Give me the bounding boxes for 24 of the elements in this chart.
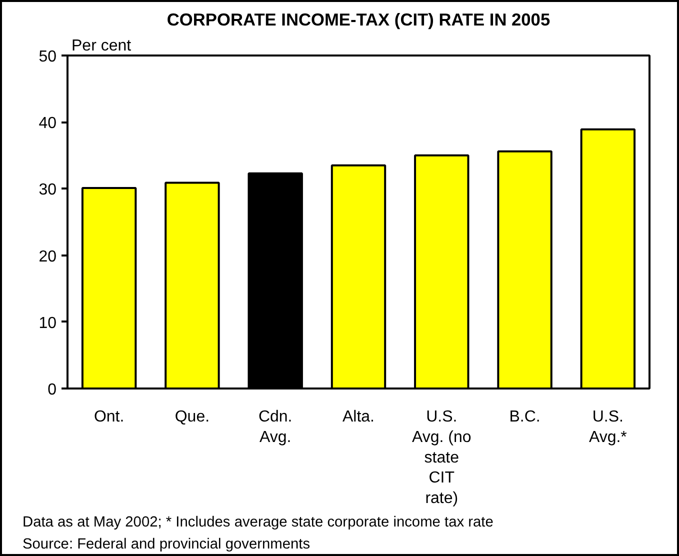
bar [580,128,636,388]
y-axis-title: Per cent [72,38,132,54]
text: Data as at May 2002; * Includes average state corporate income tax rate [22,514,494,530]
bar [497,150,552,388]
bar [164,182,220,388]
source-note: Source: Federal and provincial governments [22,536,310,552]
x-tick-label: U.S. Avg. (no state CIT rate) [412,408,472,508]
x-tick-label: Alta. [342,408,375,426]
chart-title: CORPORATE INCOME-TAX (CIT) RATE IN 2005 [166,10,550,30]
y-tick-label: 40 [38,115,57,132]
y-tick-label: 10 [38,314,57,332]
y-tick-label: 50 [38,48,57,66]
x-tick-label: U.S. Avg.* [588,408,627,446]
y-tick-label: 30 [38,182,57,199]
x-tick-label: B.C. [509,408,540,426]
bar [330,164,386,388]
y-tick-label: 20 [38,248,57,266]
x-tick-label: Cdn. Avg. [258,408,292,446]
x-tick-label: Que. [174,408,210,426]
y-tick-label: 0 [48,382,57,398]
x-tick-label: Ont. [94,408,124,426]
bar [81,187,137,388]
bar [248,172,303,388]
bar [414,154,470,388]
